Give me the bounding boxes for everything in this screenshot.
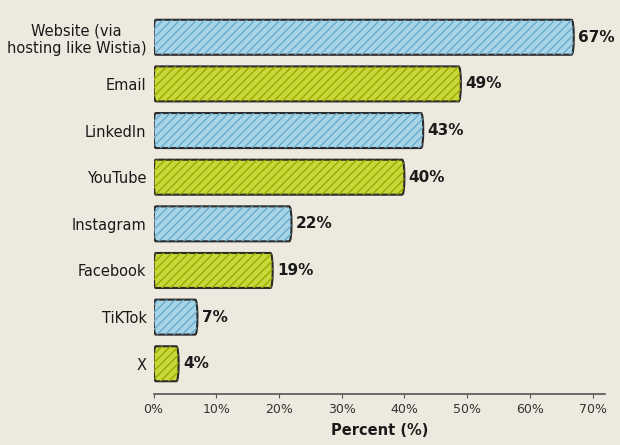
FancyBboxPatch shape [154,253,273,288]
FancyBboxPatch shape [154,20,574,55]
Text: 49%: 49% [465,77,502,91]
Text: 67%: 67% [578,30,615,45]
Text: 22%: 22% [296,216,333,231]
FancyBboxPatch shape [154,299,197,335]
FancyBboxPatch shape [154,160,404,194]
Text: 4%: 4% [183,356,209,371]
Text: 19%: 19% [277,263,314,278]
FancyBboxPatch shape [154,66,461,101]
X-axis label: Percent (%): Percent (%) [330,423,428,438]
Text: 7%: 7% [202,310,228,324]
Text: 40%: 40% [409,170,445,185]
FancyBboxPatch shape [154,206,291,241]
Text: 43%: 43% [428,123,464,138]
FancyBboxPatch shape [154,346,179,381]
FancyBboxPatch shape [154,113,423,148]
